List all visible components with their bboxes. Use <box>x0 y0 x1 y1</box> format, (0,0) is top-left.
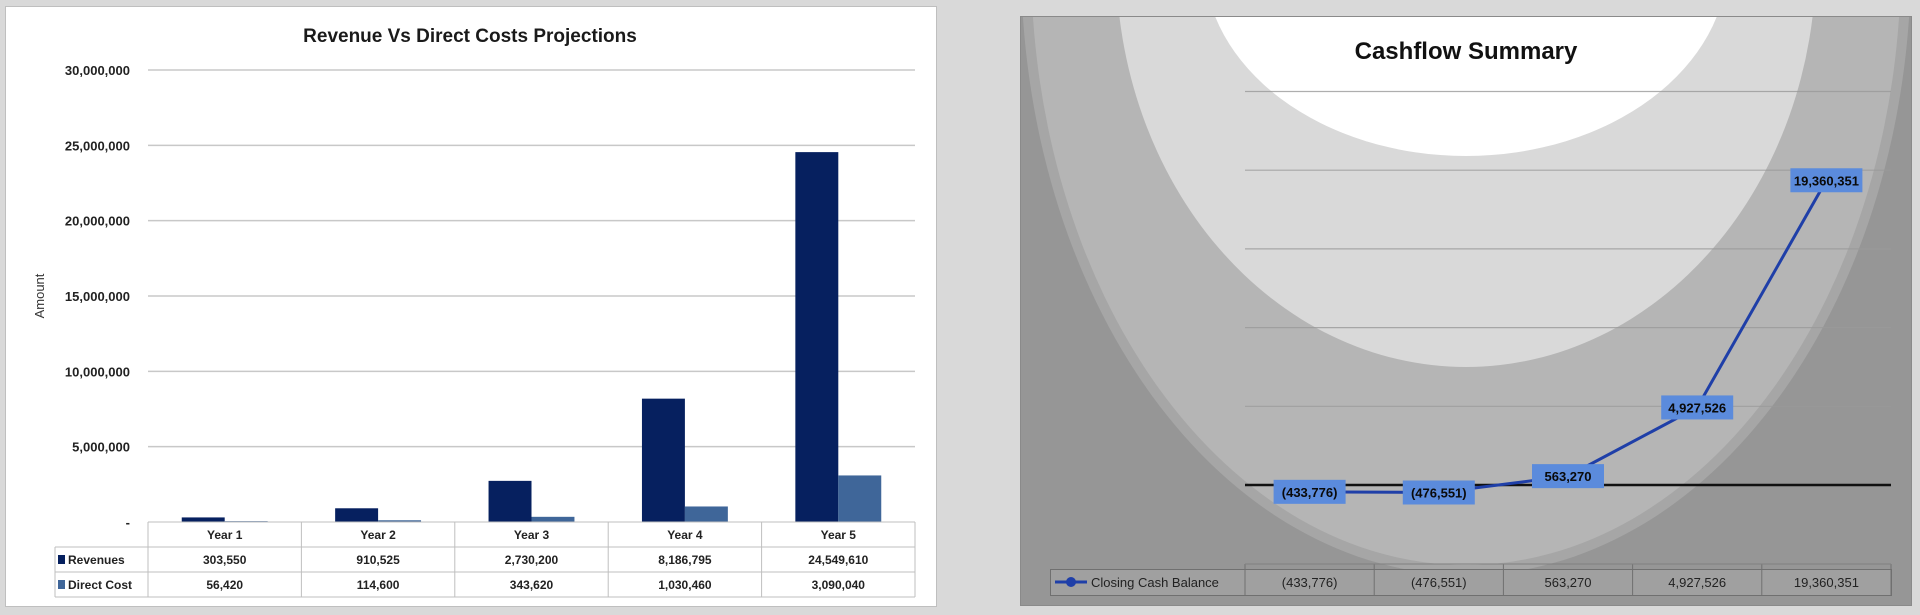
data-label-box <box>1402 480 1475 505</box>
table-cell: 1,030,460 <box>658 578 712 592</box>
bar-direct-cost <box>531 516 575 522</box>
y-tick-label: - <box>126 515 130 530</box>
data-label: 4,927,526 <box>1668 400 1726 415</box>
table-cell: 4,927,526 <box>1668 575 1726 590</box>
table-cell: 114,600 <box>357 578 400 592</box>
x-category-label: Year 5 <box>821 528 857 542</box>
table-cell: 19,360,351 <box>1794 575 1859 590</box>
table-cell: (476,551) <box>1411 575 1467 590</box>
bar-revenues <box>335 508 379 522</box>
chart-background <box>5 6 937 607</box>
y-tick-label: 5,000,000 <box>72 440 130 455</box>
legend-key-marker <box>1066 577 1076 587</box>
bar-revenues <box>641 398 685 522</box>
bar-direct-cost <box>378 520 422 522</box>
chart-border <box>1020 16 1912 606</box>
bar-direct-cost <box>684 506 728 522</box>
table-cell: 563,270 <box>1545 575 1592 590</box>
table-cell: 56,420 <box>206 578 243 592</box>
y-tick-label: 10,000,000 <box>65 364 130 379</box>
legend-key-revenues <box>58 555 65 564</box>
table-cell: 3,090,040 <box>812 578 866 592</box>
legend-label: Revenues <box>68 553 125 567</box>
legend-label: Direct Cost <box>68 578 132 592</box>
data-label: (433,776) <box>1282 485 1338 500</box>
table-cell: 24,549,610 <box>808 553 868 567</box>
chart-title: Revenue Vs Direct Costs Projections <box>303 26 637 47</box>
data-label: 563,270 <box>1545 469 1592 484</box>
data-label-box <box>1532 464 1604 489</box>
data-label-box <box>1273 479 1346 504</box>
x-category-label: Year 1 <box>207 528 243 542</box>
y-tick-label: 25,000,000 <box>65 138 130 153</box>
table-cell: 2,730,200 <box>505 553 559 567</box>
bar-revenues <box>181 517 225 522</box>
x-category-label: Year 2 <box>360 528 396 542</box>
table-cell: 8,186,795 <box>658 553 712 567</box>
bar-revenues <box>488 480 532 522</box>
y-axis-label: Amount <box>32 273 47 318</box>
chart-title: Cashflow Summary <box>1355 38 1578 65</box>
legend-key-direct-cost <box>58 580 65 589</box>
table-border <box>1050 569 1892 596</box>
x-category-label: Year 3 <box>514 528 550 542</box>
legend-label: Closing Cash Balance <box>1091 575 1219 590</box>
bar-revenues <box>795 152 839 523</box>
table-cell: 343,620 <box>510 578 554 592</box>
background-band <box>1215 16 1717 156</box>
y-tick-label: 15,000,000 <box>65 289 130 304</box>
table-cell: 910,525 <box>356 553 400 567</box>
y-tick-label: 20,000,000 <box>65 214 130 229</box>
data-label: (476,551) <box>1411 486 1467 501</box>
data-label: 19,360,351 <box>1794 173 1859 188</box>
bar-direct-cost <box>838 475 882 522</box>
data-label-box <box>1661 395 1734 420</box>
table-cell: 303,550 <box>203 553 247 567</box>
table-cell: (433,776) <box>1282 575 1338 590</box>
x-category-label: Year 4 <box>667 528 703 542</box>
y-tick-label: 30,000,000 <box>65 63 130 78</box>
data-label-box <box>1790 168 1863 193</box>
chart-background <box>1020 16 1912 606</box>
